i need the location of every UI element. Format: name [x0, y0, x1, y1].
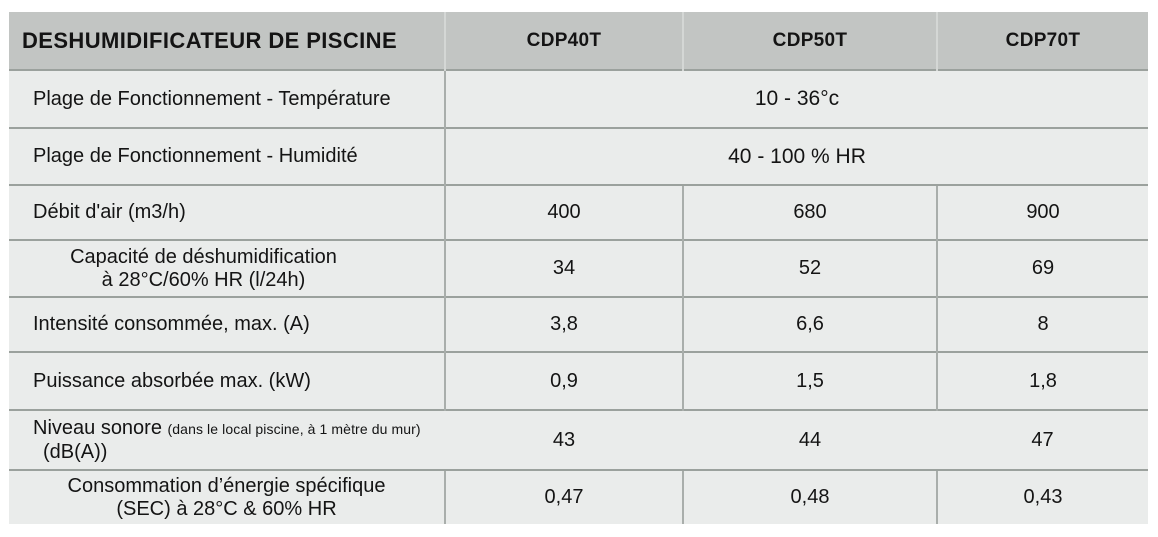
spec-value-cell: 52 [682, 239, 937, 297]
spec-value-cell: 34 [444, 239, 683, 297]
noise-unit: (dB(A)) [43, 441, 108, 463]
table-row-airflow: Débit d'air (m3/h) 400 680 900 [9, 184, 1148, 240]
spec-label-cell: Plage de Fonctionnement - Température [9, 69, 445, 128]
table-row-temperature: Plage de Fonctionnement - Température 10… [9, 69, 1148, 128]
table-row-noise: Niveau sonore (dans le local piscine, à … [9, 409, 1148, 470]
spec-value-cell: 3,8 [444, 296, 683, 352]
table-row-humidity: Plage de Fonctionnement - Humidité 40 - … [9, 127, 1148, 185]
table-row-sec: Consommation d’énergie spécifique (SEC) … [9, 469, 1148, 524]
noise-label-line: Niveau sonore (dans le local piscine, à … [33, 416, 445, 440]
spec-value-cell: 69 [936, 239, 1148, 297]
spec-value-cell: 8 [936, 296, 1148, 352]
column-header-cdp70t: CDP70T [936, 12, 1148, 70]
label-line-2: (SEC) à 28°C & 60% HR [116, 497, 337, 520]
column-header-cdp40t: CDP40T [444, 12, 683, 70]
label-line-1: Consommation d’énergie spécifique [67, 474, 386, 497]
spec-value-cell: 900 [936, 184, 1148, 240]
spec-value-cell: 400 [444, 184, 683, 240]
table-row-capacity: Capacité de déshumidification à 28°C/60%… [9, 239, 1148, 297]
spec-value-cell: 47 [937, 409, 1148, 470]
spec-label-cell: Débit d'air (m3/h) [9, 184, 445, 240]
spec-table: DESHUMIDIFICATEUR DE PISCINE CDP40T CDP5… [9, 12, 1148, 524]
column-header-cdp50t: CDP50T [682, 12, 937, 70]
spec-value-cell: 1,5 [682, 351, 937, 410]
spec-label-cell: Plage de Fonctionnement - Humidité [9, 127, 445, 185]
spec-value-cell: 6,6 [682, 296, 937, 352]
spec-label-cell: Consommation d’énergie spécifique (SEC) … [9, 469, 445, 524]
spec-value-cell: 0,47 [444, 469, 683, 524]
spec-label-cell: Puissance absorbée max. (kW) [9, 351, 445, 410]
noise-label: Niveau sonore [33, 417, 162, 439]
spec-label-cell: Capacité de déshumidification à 28°C/60%… [9, 239, 445, 297]
label-line-2: à 28°C/60% HR (l/24h) [101, 268, 306, 291]
merged-value-cell: 40 - 100 % HR [444, 127, 1148, 185]
table-row-power: Puissance absorbée max. (kW) 0,9 1,5 1,8 [9, 351, 1148, 410]
spec-value-cell: 0,9 [444, 351, 683, 410]
spec-value-cell: 0,43 [936, 469, 1148, 524]
noise-note: (dans le local piscine, à 1 mètre du mur… [167, 421, 421, 437]
spec-value-cell: 1,8 [936, 351, 1148, 410]
table-title: DESHUMIDIFICATEUR DE PISCINE [9, 12, 445, 70]
spec-value-cell: 680 [682, 184, 937, 240]
spec-label-cell: Intensité consommée, max. (A) [9, 296, 445, 352]
table-row-current: Intensité consommée, max. (A) 3,8 6,6 8 [9, 296, 1148, 352]
header-row: DESHUMIDIFICATEUR DE PISCINE CDP40T CDP5… [9, 12, 1148, 70]
spec-value-cell: 0,48 [682, 469, 937, 524]
label-line-1: Capacité de déshumidification [70, 245, 337, 268]
merged-value-cell: 10 - 36°c [444, 69, 1148, 128]
spec-value-cell: 44 [683, 409, 937, 470]
spec-label-cell: Niveau sonore (dans le local piscine, à … [9, 409, 445, 470]
spec-value-cell: 43 [445, 409, 683, 470]
